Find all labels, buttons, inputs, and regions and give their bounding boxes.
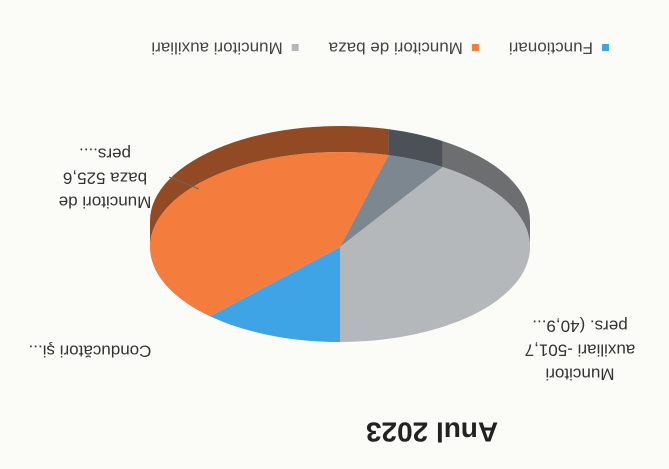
pie-slice [340, 155, 443, 247]
pie-slice [149, 152, 389, 317]
legend-label: Functionari [509, 39, 593, 58]
data-label: pers.... [79, 145, 131, 164]
pie-side [150, 126, 389, 247]
pie-slice [340, 167, 530, 342]
data-label: Conducători şi... [29, 342, 152, 361]
pie-side [388, 129, 443, 168]
data-label: Muncitori [546, 365, 615, 384]
leader-line [168, 176, 200, 190]
legend-swatch [602, 44, 609, 51]
legend-label: Muncitori de baza [328, 39, 463, 58]
chart-title: Anul 2023 [366, 417, 498, 448]
data-label: Muncitori de [59, 193, 152, 212]
data-label: baza 525,6 [63, 169, 147, 188]
legend-swatch [291, 44, 299, 51]
pie-slice [209, 247, 340, 342]
data-label: auxiliari -501,7 [525, 341, 636, 360]
legend-swatch [471, 44, 479, 51]
legend-label: Muncitori auxiliari [151, 39, 282, 58]
data-label: pers. (40,9... [532, 317, 627, 336]
pie-side [442, 141, 530, 247]
chart-body: Anul 2023 Conducători şi... Muncitori de b… [29, 39, 636, 448]
